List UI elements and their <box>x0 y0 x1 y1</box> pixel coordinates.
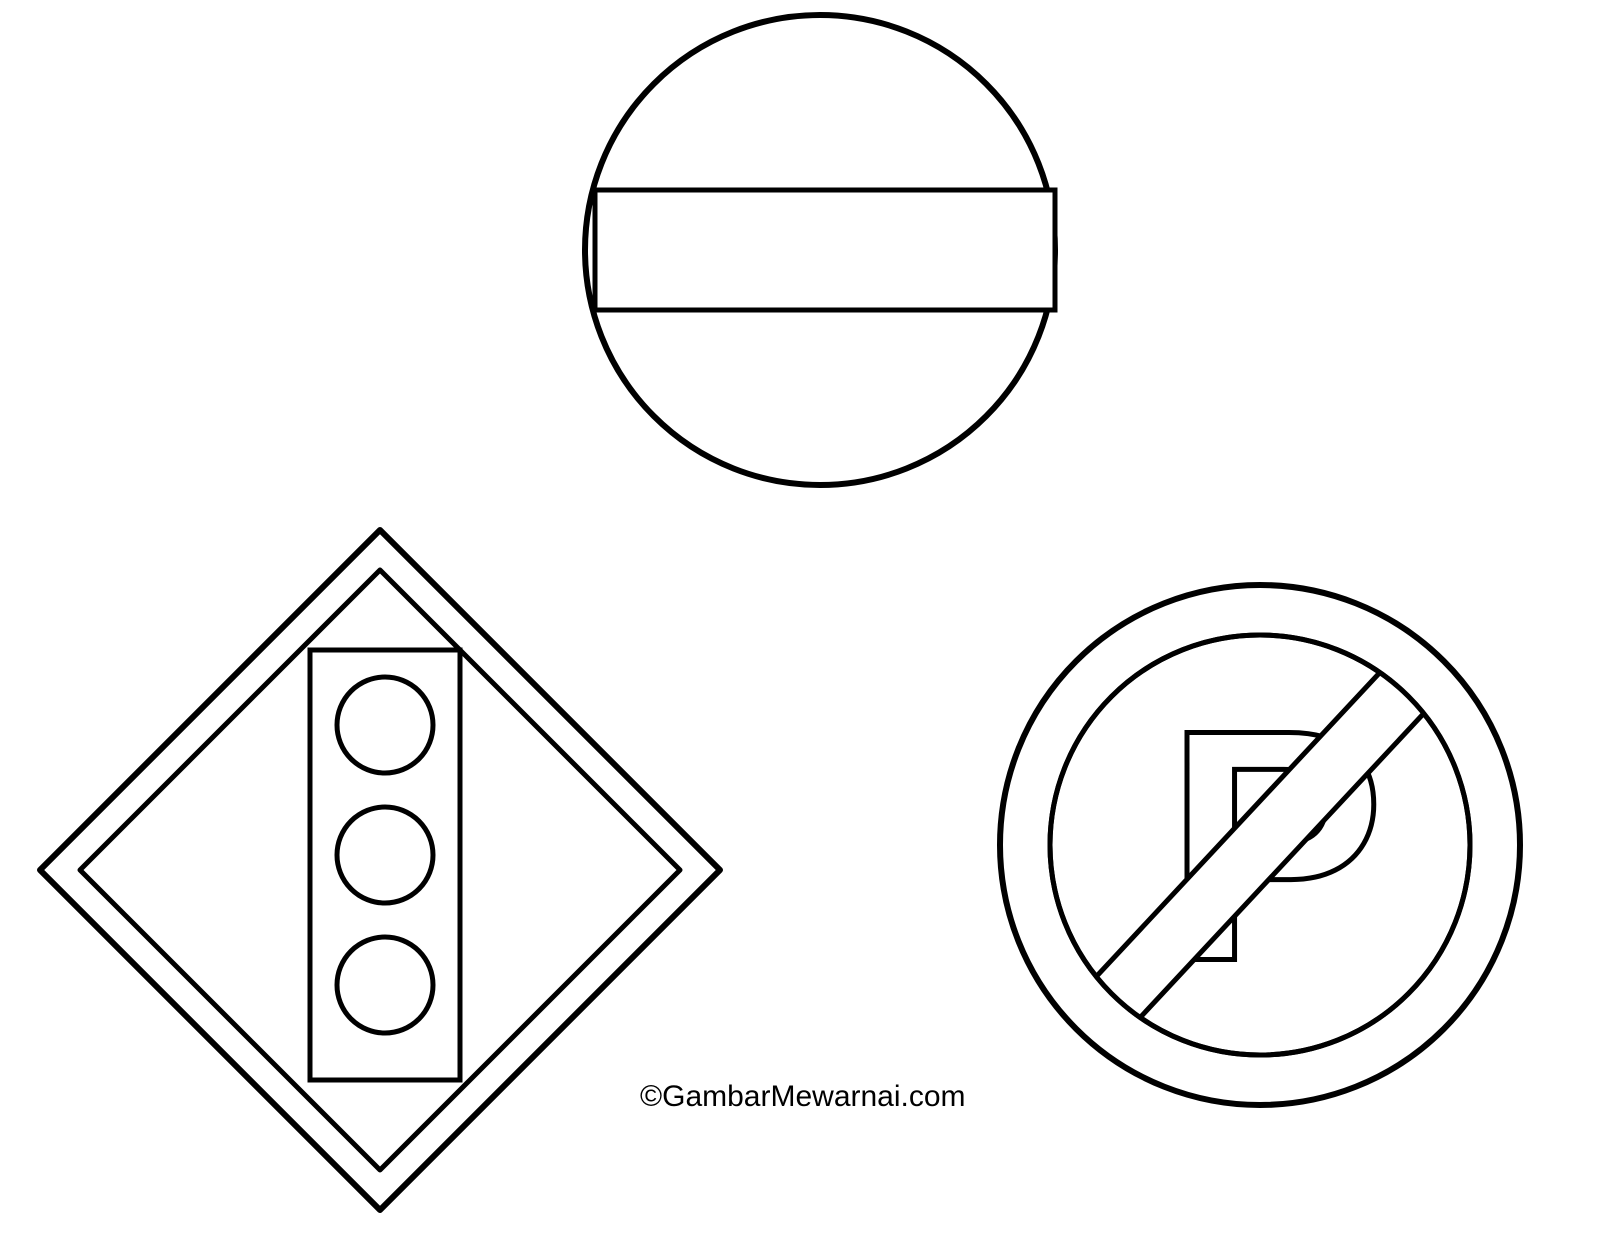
attribution-text: ©GambarMewarnai.com <box>640 1080 966 1114</box>
no-parking-sign-icon: P <box>0 0 1600 1247</box>
coloring-page-canvas: P ©GambarMewarnai.com <box>0 0 1600 1247</box>
